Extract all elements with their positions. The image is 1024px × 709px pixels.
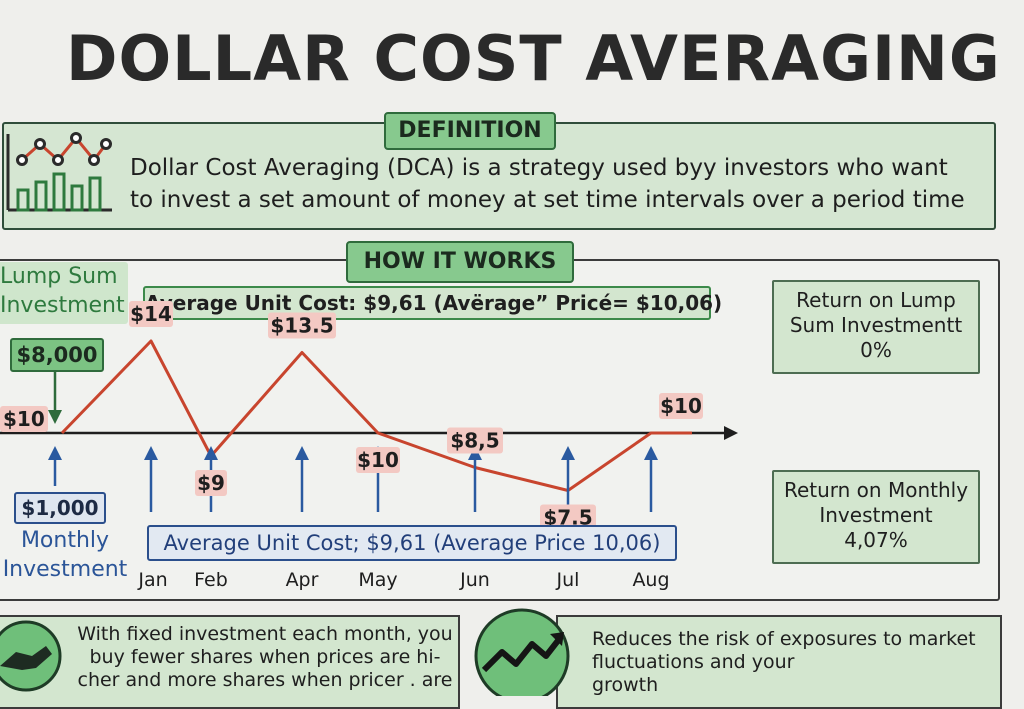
price-label: $8,5 — [450, 429, 499, 453]
how-it-works-label: HOW IT WORKS — [346, 241, 574, 283]
time-axis-arrow — [724, 426, 738, 440]
handshake-icon — [0, 620, 62, 692]
price-label: $14 — [130, 302, 172, 326]
monthly-investment-arrow — [644, 446, 658, 512]
price-label-bg — [540, 504, 596, 531]
return-monthly-line-2: Investment — [819, 503, 933, 527]
return-monthly-value: 4,07% — [844, 528, 908, 552]
fixed-investment-text: With fixed investment each month, you bu… — [76, 623, 454, 692]
price-label: $13.5 — [270, 314, 333, 338]
start-price-label: $10 — [0, 406, 48, 432]
growth-chart-icon — [6, 132, 112, 212]
return-lump-sum-box: Return on Lump Sum Investmentt 0% — [772, 280, 980, 374]
reduce-risk-text: Reduces the risk of exposures to market … — [592, 628, 992, 697]
monthly-investment-arrow — [561, 446, 575, 512]
card1-line-2: buy fewer shares when prices are hi- — [89, 646, 441, 668]
card1-line-1: With fixed investment each month, you — [77, 623, 453, 645]
monthly-label-line-2: Investment — [2, 557, 128, 582]
lump-sum-amount: $8,000 — [10, 338, 104, 372]
definition-line-2: to invest a set amount of money at set t… — [130, 187, 965, 213]
monthly-investment-arrow — [295, 446, 309, 512]
price-label-bg — [195, 470, 227, 496]
return-lump-line-1: Return on Lump — [796, 288, 956, 312]
return-lump-value: 0% — [860, 338, 892, 362]
monthly-label-line-1: Monthly — [20, 528, 110, 553]
card1-line-3: cher and more shares when pricer . are — [77, 669, 453, 691]
lump-sum-label-line-1: Lump Sum — [0, 264, 118, 289]
definition-line-1: Dollar Cost Averaging (DCA) is a strateg… — [130, 155, 948, 181]
month-label: Aug — [632, 569, 669, 591]
price-label-bg — [268, 312, 336, 339]
card2-line-2: fluctuations and your — [592, 651, 795, 673]
price-label: $9 — [197, 471, 225, 495]
card2-line-3: growth — [592, 674, 659, 696]
month-label: Apr — [286, 569, 319, 591]
monthly-investment-arrow — [468, 446, 482, 512]
return-monthly-box: Return on Monthly Investment 4,07% — [772, 470, 980, 564]
monthly-investment-arrow — [144, 446, 158, 512]
lump-sum-label-line-2: Investment — [0, 293, 125, 318]
month-label: Feb — [194, 569, 228, 591]
definition-label: DEFINITION — [384, 112, 556, 150]
month-label: Jan — [137, 569, 167, 591]
month-label: May — [358, 569, 397, 591]
price-line — [60, 339, 692, 492]
price-label: $10 — [660, 394, 702, 418]
price-label-bg — [129, 301, 173, 327]
lump-sum-label: Lump Sum Investment — [0, 262, 128, 324]
page-title: DOLLAR COST AVERAGING — [66, 22, 1001, 95]
average-unit-cost-top: Average Unit Cost: $9,61 (Avërage” Pricé… — [143, 286, 722, 320]
price-label-bg — [447, 427, 503, 454]
return-lump-line-2: Sum Investmentt — [789, 313, 963, 337]
lump-sum-arrow-head — [48, 410, 62, 424]
card2-line-1: Reduces the risk of exposures to market — [592, 628, 976, 650]
average-unit-cost-bottom: Average Unit Cost; $9,61 (Average Price … — [147, 525, 677, 561]
return-monthly-line-1: Return on Monthly — [783, 478, 969, 502]
monthly-investment-label: Monthly Investment — [0, 526, 130, 584]
price-label-bg — [659, 393, 703, 419]
month-label: Jun — [459, 569, 490, 591]
price-label: $10 — [357, 448, 399, 472]
trend-up-icon — [474, 608, 570, 696]
definition-text: Dollar Cost Averaging (DCA) is a strateg… — [130, 152, 990, 216]
monthly-amount: $1,000 — [14, 492, 106, 524]
month-label: Jul — [556, 569, 580, 591]
price-label-bg — [356, 447, 400, 473]
monthly-investment-arrow — [48, 446, 62, 486]
